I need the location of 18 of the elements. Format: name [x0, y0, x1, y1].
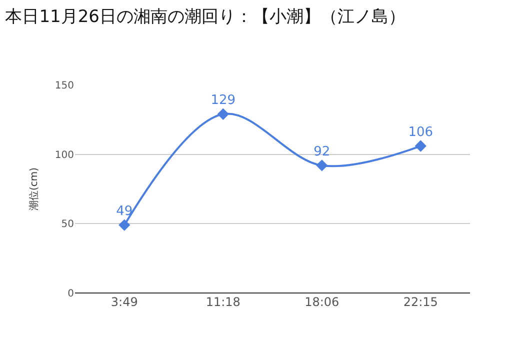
- x-tick-label: 11:18: [206, 295, 240, 309]
- point: [217, 108, 229, 120]
- point: [414, 140, 426, 152]
- y-tick-label: 0: [68, 288, 74, 300]
- x-tick-label: 18:06: [304, 295, 340, 309]
- chart-title: 本日11月26日の湘南の潮回り：【小潮】（江ノ島）: [5, 7, 406, 28]
- point: [316, 160, 328, 172]
- data-label: 129: [210, 93, 236, 108]
- data-label: 49: [116, 204, 133, 220]
- data-label: 92: [314, 144, 330, 160]
- point: [118, 219, 130, 231]
- x-tick-label: 22:15: [403, 295, 438, 309]
- y-tick-label: 150: [54, 80, 74, 92]
- x-tick-label: 3:49: [110, 295, 138, 309]
- data-label: 106: [408, 125, 434, 140]
- y-tick-label: 100: [54, 150, 74, 161]
- y-axis-title: 潮位(cm): [28, 167, 40, 211]
- y-tick-label: 50: [61, 219, 74, 230]
